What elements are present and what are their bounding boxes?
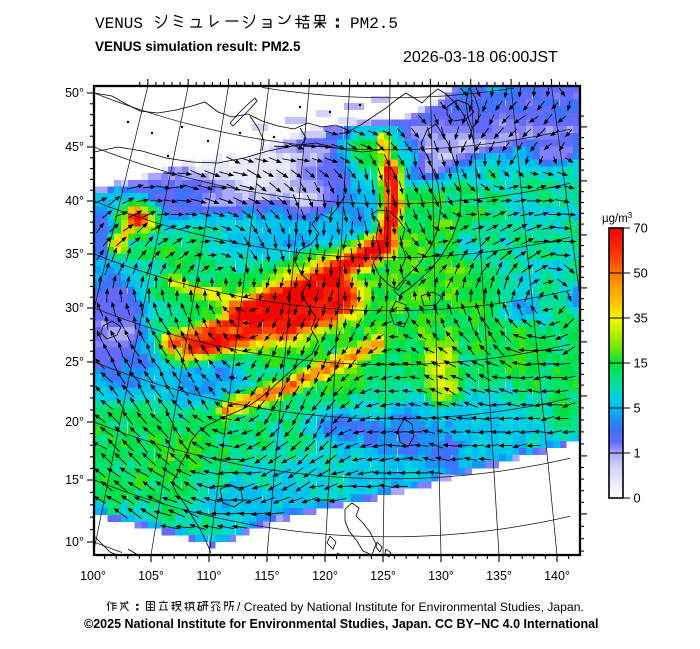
svg-text:70: 70 (634, 220, 648, 235)
svg-text:100°: 100° (80, 569, 106, 583)
svg-text:25°: 25° (65, 355, 84, 369)
svg-text:135°: 135° (486, 569, 512, 583)
svg-text:VENUS: VENUS (95, 15, 143, 33)
svg-text:10°: 10° (65, 535, 84, 549)
svg-text:40°: 40° (65, 194, 84, 208)
svg-text:20°: 20° (65, 415, 84, 429)
svg-text:115°: 115° (255, 569, 280, 583)
svg-text:0: 0 (634, 490, 641, 505)
svg-text:15°: 15° (65, 473, 84, 487)
svg-text:125°: 125° (370, 569, 396, 583)
svg-text:130°: 130° (428, 569, 454, 583)
svg-text:µg/m3: µg/m3 (602, 211, 633, 225)
svg-text:PM2.5: PM2.5 (350, 15, 398, 33)
svg-text:30°: 30° (65, 301, 84, 315)
svg-text:2026-03-18 06:00JST: 2026-03-18 06:00JST (403, 49, 558, 66)
svg-text:35°: 35° (65, 247, 84, 261)
svg-text:15: 15 (634, 355, 648, 370)
svg-text:50°: 50° (65, 86, 84, 100)
svg-text:140°: 140° (544, 569, 570, 583)
svg-text:105°: 105° (138, 569, 164, 583)
svg-text:35: 35 (634, 310, 648, 325)
svg-text:VENUS simulation result: PM2.5: VENUS simulation result: PM2.5 (95, 39, 301, 54)
svg-text:120°: 120° (312, 569, 338, 583)
svg-text:110°: 110° (197, 569, 222, 583)
svg-text:/ Created by National Institut: / Created by National Institute for Envi… (237, 600, 584, 614)
svg-text:45°: 45° (65, 140, 84, 154)
svg-text:50: 50 (634, 265, 648, 280)
svg-text:1: 1 (634, 445, 641, 460)
svg-text:©2025 National Institute for E: ©2025 National Institute for Environment… (84, 617, 599, 631)
svg-text:5: 5 (634, 400, 641, 415)
